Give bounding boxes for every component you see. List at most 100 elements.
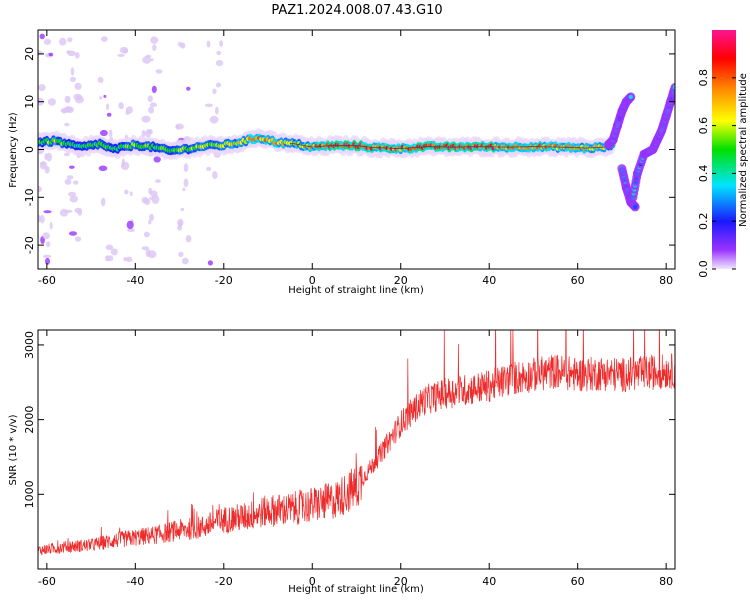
- spectrogram-noise-blob: [150, 58, 154, 62]
- spectrogram-noise-blob: [182, 257, 189, 265]
- snr-y-tick-label: 2000: [23, 406, 36, 434]
- spectrogram-y-tick-label: 10: [23, 95, 36, 109]
- colorbar-tick-label: 0.2: [697, 212, 710, 230]
- spectrogram-noise-blob: [68, 191, 76, 197]
- spectrogram-noise-blob: [49, 221, 53, 230]
- spectrogram-panel: -60 -40 -20 0 20 40 60 80 -20 -10 0 10 20 Height of…: [8, 29, 676, 296]
- spectrogram-x-tick-label: 0: [309, 274, 316, 287]
- spectrogram-noise-blob: [74, 82, 82, 90]
- spectrogram-noise-blob: [215, 106, 219, 115]
- spectrogram-noise-blob: [126, 220, 134, 230]
- spectrogram-noise-blob: [103, 94, 107, 98]
- spectrogram-hook-core: [633, 204, 638, 210]
- spectrogram-noise-blob: [185, 235, 192, 243]
- snr-x-label: Height of straight line (km): [288, 584, 424, 595]
- spectrogram-noise-blob: [147, 95, 153, 103]
- spectrogram-noise-blob: [125, 256, 133, 263]
- spectrogram-noise-blob: [74, 236, 82, 242]
- spectrogram-noise-blob: [178, 221, 182, 228]
- spectrogram-noise-blob: [70, 76, 76, 83]
- spectrogram-noise-blob: [148, 106, 155, 114]
- spectrogram-noise-blob: [39, 33, 45, 40]
- spectrogram-noise-blob: [123, 257, 127, 262]
- spectrogram-x-tick-label: -40: [126, 274, 144, 287]
- spectrogram-y-label: Frequency (Hz): [8, 112, 19, 188]
- spectrogram-noise-blob: [145, 129, 151, 138]
- spectrogram-noise-blob: [125, 106, 133, 114]
- snr-x-tick-label: -60: [38, 575, 56, 588]
- spectrogram-noise-blob: [98, 165, 108, 172]
- spectrogram-noise-blob: [66, 175, 74, 180]
- snr-x-tick-label: -20: [215, 575, 233, 588]
- spectrogram-noise-blob: [47, 98, 56, 106]
- spectrogram-noise-blob: [175, 123, 184, 130]
- spectrogram-noise-blob: [183, 163, 189, 173]
- spectrogram-noise-blob: [73, 93, 83, 100]
- spectrogram-noise-blob: [180, 42, 186, 49]
- snr-panel: -60 -40 -20 0 20 40 60 80 1000 2000 3000 Height o…: [8, 329, 676, 595]
- spectrogram-noise-blob: [64, 106, 73, 112]
- spectrogram-hook-core: [628, 94, 633, 100]
- spectrogram-noise-blob: [153, 156, 161, 163]
- snr-y-tick-label: 1000: [23, 480, 36, 508]
- spectrogram-noise-blob: [64, 95, 71, 104]
- spectrogram-noise-blob: [207, 260, 213, 266]
- spectrogram-noise-blob: [129, 191, 133, 196]
- spectrogram-noise-blob: [215, 60, 224, 67]
- spectrogram-noise-blob: [141, 246, 149, 251]
- spectrogram-noise-blob: [212, 88, 217, 95]
- spectrogram-noise-blob: [74, 52, 80, 59]
- spectrogram-noise-blob: [149, 102, 157, 108]
- spectrogram-noise-blob: [100, 197, 106, 207]
- spectrogram-y-tick-label: -10: [23, 188, 36, 206]
- spectrogram-noise-blob: [206, 40, 211, 48]
- spectrogram-y-tick-label: 0: [23, 146, 36, 153]
- spectrogram-hook-outer: [670, 82, 675, 92]
- spectrogram-noise-blob: [69, 231, 77, 236]
- snr-series-line: [38, 330, 675, 556]
- spectrogram-noise-blob: [152, 44, 157, 51]
- spectrogram-noise-blob: [178, 251, 184, 258]
- spectrogram-noise-blob: [110, 248, 118, 256]
- spectrogram-noise-blob: [183, 178, 189, 188]
- spectrogram-x-tick-label: -20: [215, 274, 233, 287]
- spectrogram-noise-blob: [149, 213, 155, 221]
- spectrogram-noise-blob: [73, 180, 79, 185]
- spectrogram-noise-blob: [155, 69, 163, 74]
- spectrogram-noise-blob: [66, 50, 71, 54]
- spectrogram-noise-blob: [97, 76, 104, 83]
- spectrogram-noise-blob: [59, 37, 67, 46]
- spectrogram-noise-blob: [141, 130, 146, 137]
- spectrogram-noise-blob: [205, 103, 213, 108]
- spectrogram-noise-blob: [219, 40, 224, 47]
- spectrogram-noise-blob: [38, 50, 43, 56]
- spectrogram-noise-blob: [67, 37, 73, 43]
- spectrogram-noise-blob: [143, 231, 150, 238]
- spectrogram-noise-blob: [142, 56, 152, 64]
- colorbar-tick-label: 0.6: [697, 117, 710, 135]
- spectrogram-noise-blob: [69, 195, 79, 203]
- snr-x-tick-label: 40: [482, 575, 496, 588]
- spectrogram-y-tick-label: -20: [23, 236, 36, 254]
- colorbar-gradient: [712, 30, 736, 269]
- spectrogram-noise-blob: [100, 36, 108, 42]
- spectrogram-x-tick-label: 20: [394, 274, 408, 287]
- spectrogram-y-tick-label: 20: [23, 47, 36, 61]
- spectrogram-noise-blob: [124, 189, 129, 195]
- snr-frame: [37, 329, 676, 570]
- spectrogram-noise-blob: [145, 249, 151, 257]
- spectrogram-noise-blob: [150, 36, 159, 44]
- spectrogram-noise-blob: [206, 166, 212, 171]
- snr-x-tick-label: 60: [571, 575, 585, 588]
- colorbar-tick-label: 0.0: [697, 260, 710, 278]
- spectrogram-noise-blob: [212, 171, 218, 180]
- snr-x-tick-label: -40: [126, 575, 144, 588]
- spectrogram-noise-blob: [151, 85, 157, 94]
- spectrogram-noise-blob: [64, 178, 72, 185]
- spectrogram-noise-blob: [106, 255, 114, 262]
- spectrogram-noise-blob: [216, 82, 221, 88]
- snr-y-label: SNR (10 * v/v): [8, 414, 19, 485]
- spectrogram-noise-blob: [46, 241, 51, 248]
- spectrogram-noise-blob: [43, 38, 52, 45]
- spectrogram-noise-blob: [70, 67, 75, 76]
